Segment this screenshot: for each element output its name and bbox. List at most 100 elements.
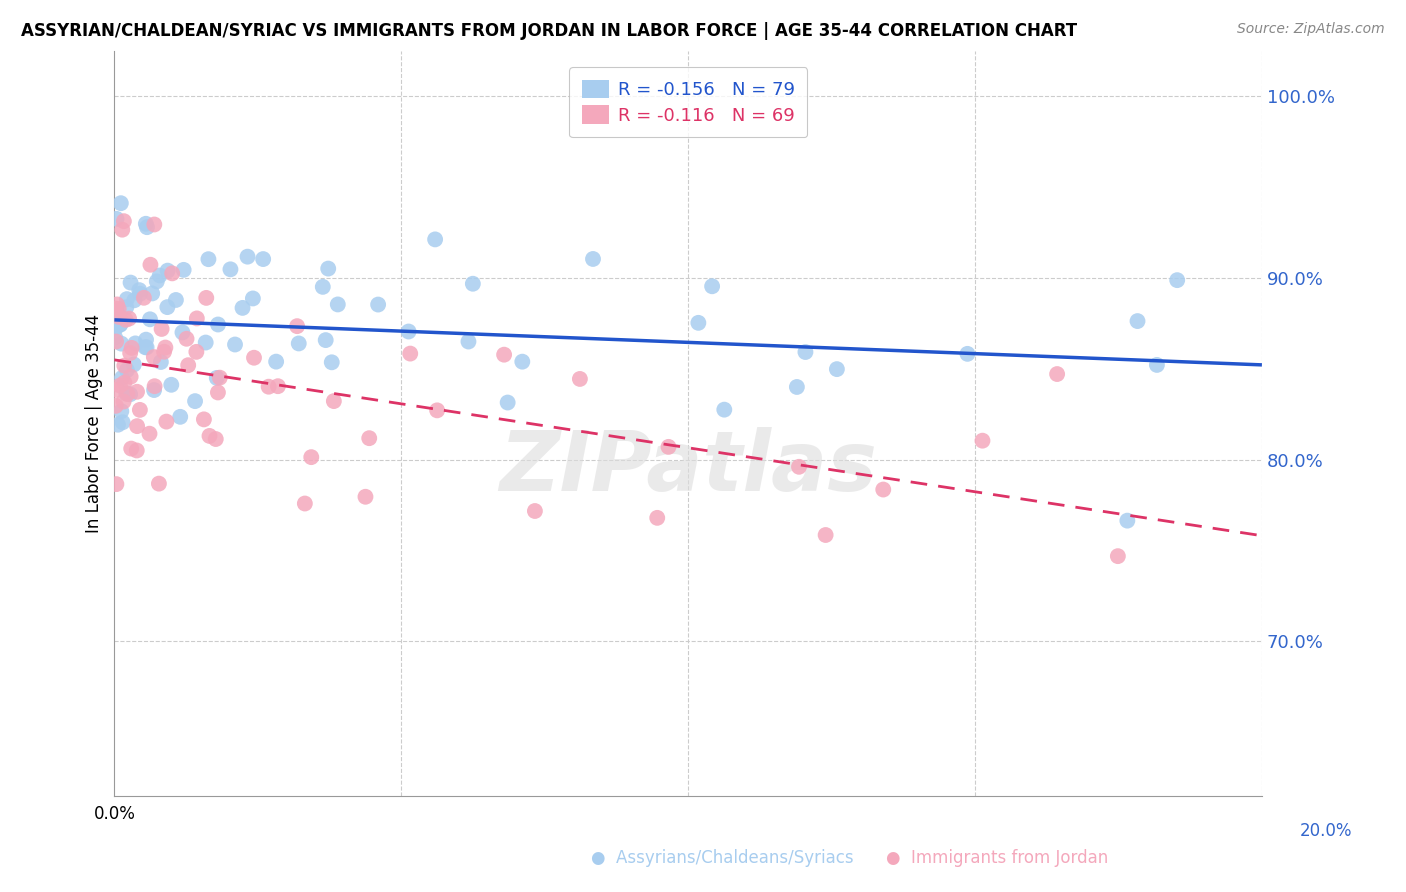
Point: [1107, 549, 1129, 563]
Point: [198, 429, 221, 443]
Point: [1126, 314, 1149, 328]
Point: [160, 377, 183, 392]
Point: [127, 419, 149, 434]
Point: [120, 276, 142, 290]
Point: [108, 317, 131, 331]
Point: [125, 384, 148, 399]
Point: [105, 304, 128, 318]
Point: [461, 277, 484, 291]
Point: [264, 354, 287, 368]
Point: [423, 232, 446, 246]
Text: ●  Assyrians/Chaldeans/Syriacs: ● Assyrians/Chaldeans/Syriacs: [591, 849, 853, 867]
Point: [104, 330, 127, 344]
Point: [150, 322, 173, 336]
Point: [523, 504, 546, 518]
Point: [243, 351, 266, 365]
Point: [143, 383, 166, 397]
Point: [125, 443, 148, 458]
Point: [104, 301, 127, 316]
Point: [197, 252, 219, 267]
Point: [105, 334, 128, 349]
Point: [121, 341, 143, 355]
Point: [359, 431, 381, 445]
Point: [115, 301, 138, 315]
Point: [457, 334, 479, 349]
Point: [149, 268, 172, 283]
Point: [231, 301, 253, 315]
Point: [972, 434, 994, 448]
Point: [224, 337, 246, 351]
Point: [136, 220, 159, 235]
Point: [124, 293, 146, 308]
Point: [132, 291, 155, 305]
Point: [184, 394, 207, 409]
Point: [117, 387, 139, 401]
Point: [115, 363, 138, 377]
Point: [110, 318, 132, 332]
Point: [110, 404, 132, 418]
Point: [713, 402, 735, 417]
Y-axis label: In Labor Force | Age 35-44: In Labor Force | Age 35-44: [86, 314, 103, 533]
Point: [146, 274, 169, 288]
Point: [242, 292, 264, 306]
Point: [141, 286, 163, 301]
Point: [700, 279, 723, 293]
Point: [204, 432, 226, 446]
Point: [156, 263, 179, 277]
Point: [156, 300, 179, 314]
Point: [582, 252, 605, 266]
Point: [148, 476, 170, 491]
Point: [110, 196, 132, 211]
Point: [160, 266, 183, 280]
Point: [128, 283, 150, 297]
Text: ZIPatlas: ZIPatlas: [499, 427, 877, 508]
Point: [956, 347, 979, 361]
Point: [494, 348, 516, 362]
Point: [105, 297, 128, 311]
Point: [257, 380, 280, 394]
Point: [115, 386, 138, 401]
Point: [115, 292, 138, 306]
Point: [186, 311, 208, 326]
Point: [120, 346, 142, 360]
Point: [315, 333, 337, 347]
Point: [114, 376, 136, 390]
Point: [194, 335, 217, 350]
Point: [354, 490, 377, 504]
Text: 20.0%: 20.0%: [1301, 822, 1353, 840]
Text: Source: ZipAtlas.com: Source: ZipAtlas.com: [1237, 22, 1385, 37]
Point: [118, 311, 141, 326]
Point: [135, 340, 157, 354]
Point: [135, 217, 157, 231]
Point: [105, 320, 128, 334]
Point: [1166, 273, 1188, 287]
Point: [143, 379, 166, 393]
Point: [143, 218, 166, 232]
Point: [207, 385, 229, 400]
Point: [155, 415, 177, 429]
Text: ASSYRIAN/CHALDEAN/SYRIAC VS IMMIGRANTS FROM JORDAN IN LABOR FORCE | AGE 35-44 CO: ASSYRIAN/CHALDEAN/SYRIAC VS IMMIGRANTS F…: [21, 22, 1077, 40]
Point: [688, 316, 710, 330]
Point: [111, 415, 134, 429]
Point: [111, 222, 134, 236]
Point: [236, 250, 259, 264]
Point: [399, 346, 422, 360]
Point: [177, 358, 200, 372]
Point: [139, 258, 162, 272]
Point: [825, 362, 848, 376]
Point: [120, 442, 142, 456]
Point: [316, 261, 339, 276]
Point: [128, 403, 150, 417]
Point: [1046, 367, 1069, 381]
Point: [787, 459, 810, 474]
Point: [322, 394, 344, 409]
Point: [267, 379, 290, 393]
Point: [165, 293, 187, 307]
Point: [138, 426, 160, 441]
Point: [153, 344, 176, 359]
Point: [120, 387, 142, 401]
Point: [294, 496, 316, 510]
Point: [135, 333, 157, 347]
Point: [657, 440, 679, 454]
Point: [1116, 514, 1139, 528]
